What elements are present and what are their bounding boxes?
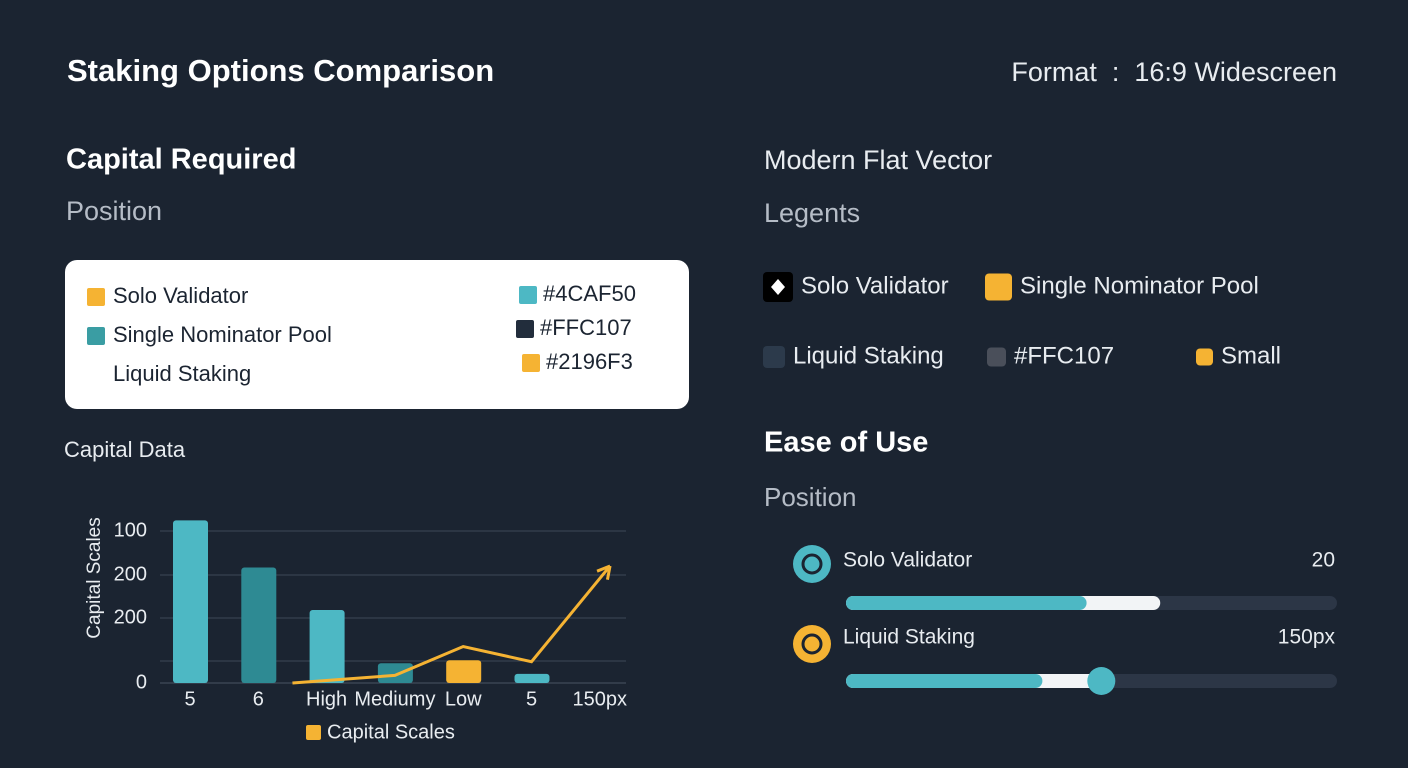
progress-fill (846, 674, 1043, 688)
row-icon (793, 545, 831, 583)
bar (309, 610, 345, 683)
legend-swatch (985, 273, 1012, 301)
arrow-head (596, 564, 612, 580)
row-icon (801, 633, 823, 655)
legend-label: Single Nominator Pool (113, 322, 332, 347)
row-value: 20 (1312, 549, 1335, 572)
color-code: #2196F3 (546, 349, 633, 374)
row-value: 150px (1278, 626, 1336, 649)
heading: Capital Required (66, 144, 296, 176)
x-tick-label: 5 (526, 688, 537, 710)
y-axis-label: Capital Scales (84, 517, 105, 638)
x-tick-label: 150px (573, 688, 628, 710)
legend-label: #FFC107 (1014, 342, 1114, 369)
legend-label: Liquid Staking (113, 361, 251, 386)
color-swatch (516, 320, 534, 338)
legend-swatch (763, 346, 785, 368)
legend-label: Capital Scales (327, 721, 455, 743)
row-label: Liquid Staking (843, 626, 975, 649)
legend-swatch (87, 327, 105, 345)
x-tick-label: Mediumy (354, 688, 435, 710)
subheading: Legents (764, 198, 860, 228)
legend-swatch (1196, 348, 1213, 366)
row-icon (793, 625, 831, 663)
title: Staking Options Comparison (67, 53, 494, 88)
heading: Ease of Use (764, 427, 928, 459)
color-swatch (522, 354, 540, 372)
color-code: #4CAF50 (543, 281, 636, 306)
legend-icon (771, 279, 785, 295)
x-tick-label: 5 (184, 688, 195, 710)
line (292, 565, 612, 685)
legend-swatch (987, 347, 1006, 367)
row-icon (801, 553, 823, 575)
heading: Modern Flat Vector (764, 145, 992, 175)
bar (173, 520, 208, 683)
legend-label: Liquid Staking (793, 342, 944, 369)
x-tick-label: High (306, 688, 347, 710)
bar (241, 567, 277, 683)
color-code: #FFC107 (540, 315, 632, 340)
bar (514, 673, 550, 683)
x-tick-label: 6 (253, 688, 264, 710)
legend-label: Solo Validator (801, 272, 949, 299)
subheading: Position (66, 196, 162, 226)
color-swatch (519, 286, 537, 304)
legend-swatch (87, 288, 105, 306)
legend-label: Small (1221, 342, 1281, 369)
bar (377, 663, 413, 683)
progress-fill (846, 596, 1087, 610)
row-label: Solo Validator (843, 549, 972, 572)
slider-knob[interactable] (1087, 667, 1116, 695)
subheading: Position (764, 482, 857, 512)
x-tick-label: Low (445, 688, 482, 710)
y-tick-label: 100 (114, 519, 147, 541)
chart-title: Capital Data (64, 437, 186, 462)
format: Format : 16:9 Widescreen (1011, 57, 1337, 87)
y-tick-label: 200 (114, 606, 147, 628)
legend-swatch (306, 725, 321, 740)
legend-label: Single Nominator Pool (1020, 272, 1259, 299)
bar (446, 660, 482, 683)
y-tick-label: 200 (114, 563, 147, 585)
y-tick-label: 0 (136, 671, 147, 693)
legend-label: Solo Validator (113, 283, 248, 308)
